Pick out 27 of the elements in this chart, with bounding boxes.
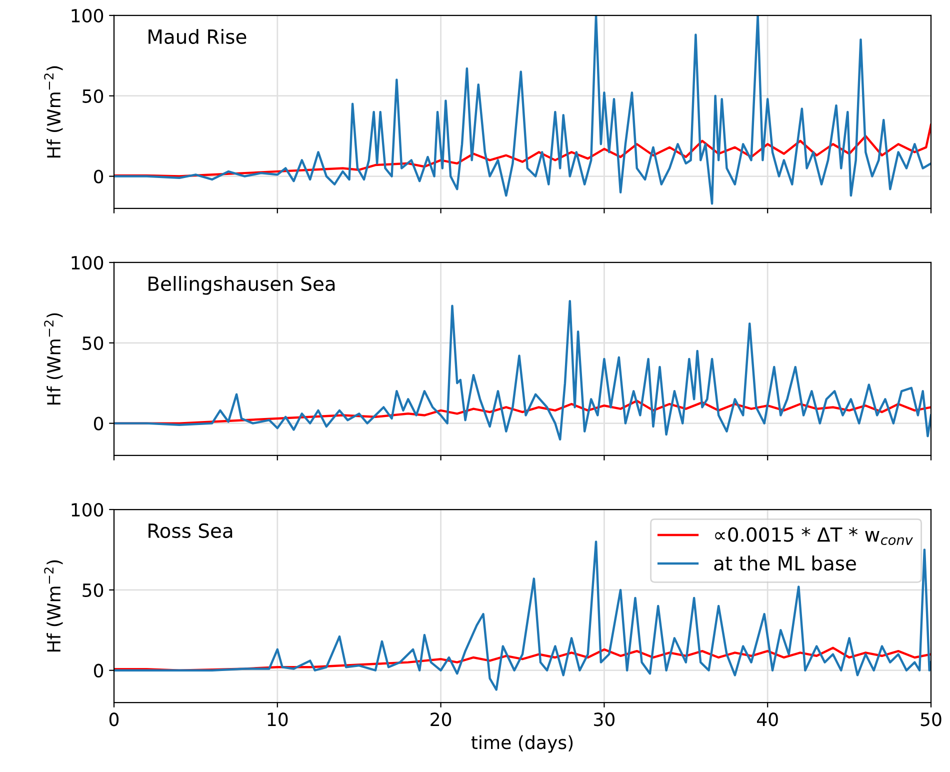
line-series: [114, 300, 931, 441]
x-tick-label: 20: [430, 712, 452, 726]
x-tick-label: 0: [109, 712, 119, 726]
y-tick-label: 0: [94, 170, 104, 184]
x-tick-label: 10: [268, 712, 288, 726]
y-axis-title: Hf (Wm$^{−2}$): [44, 313, 63, 405]
y-axis-title: Hf (Wm$^{−2}$): [44, 66, 63, 158]
annotation: Ross Sea: [148, 523, 232, 538]
y-tick-label: 0: [94, 416, 104, 430]
x-tick-label: 50: [920, 712, 942, 726]
y-axis-title: Hf (Wm$^{−2}$): [44, 560, 63, 652]
y-tick-label: 100: [72, 502, 104, 517]
legend-label: ∝0.0015 * ΔT * w$_{conv}$: [715, 527, 914, 546]
y-tick-label: 100: [72, 256, 104, 270]
y-tick-label: 100: [72, 8, 104, 23]
line-series: [114, 646, 931, 672]
y-tick-label: 50: [82, 583, 104, 598]
annotation: Bellingshausen Sea: [148, 276, 335, 295]
x-tick-label: 30: [594, 712, 614, 726]
y-tick-label: 50: [82, 336, 104, 350]
legend-label: at the ML base: [714, 556, 856, 571]
line-series: [114, 124, 931, 178]
y-tick-label: 0: [94, 664, 104, 678]
x-tick-label: 40: [756, 712, 778, 726]
annotation: Maud Rise: [148, 28, 246, 44]
y-tick-label: 50: [82, 89, 104, 103]
x-axis-title: time (days): [471, 735, 573, 753]
